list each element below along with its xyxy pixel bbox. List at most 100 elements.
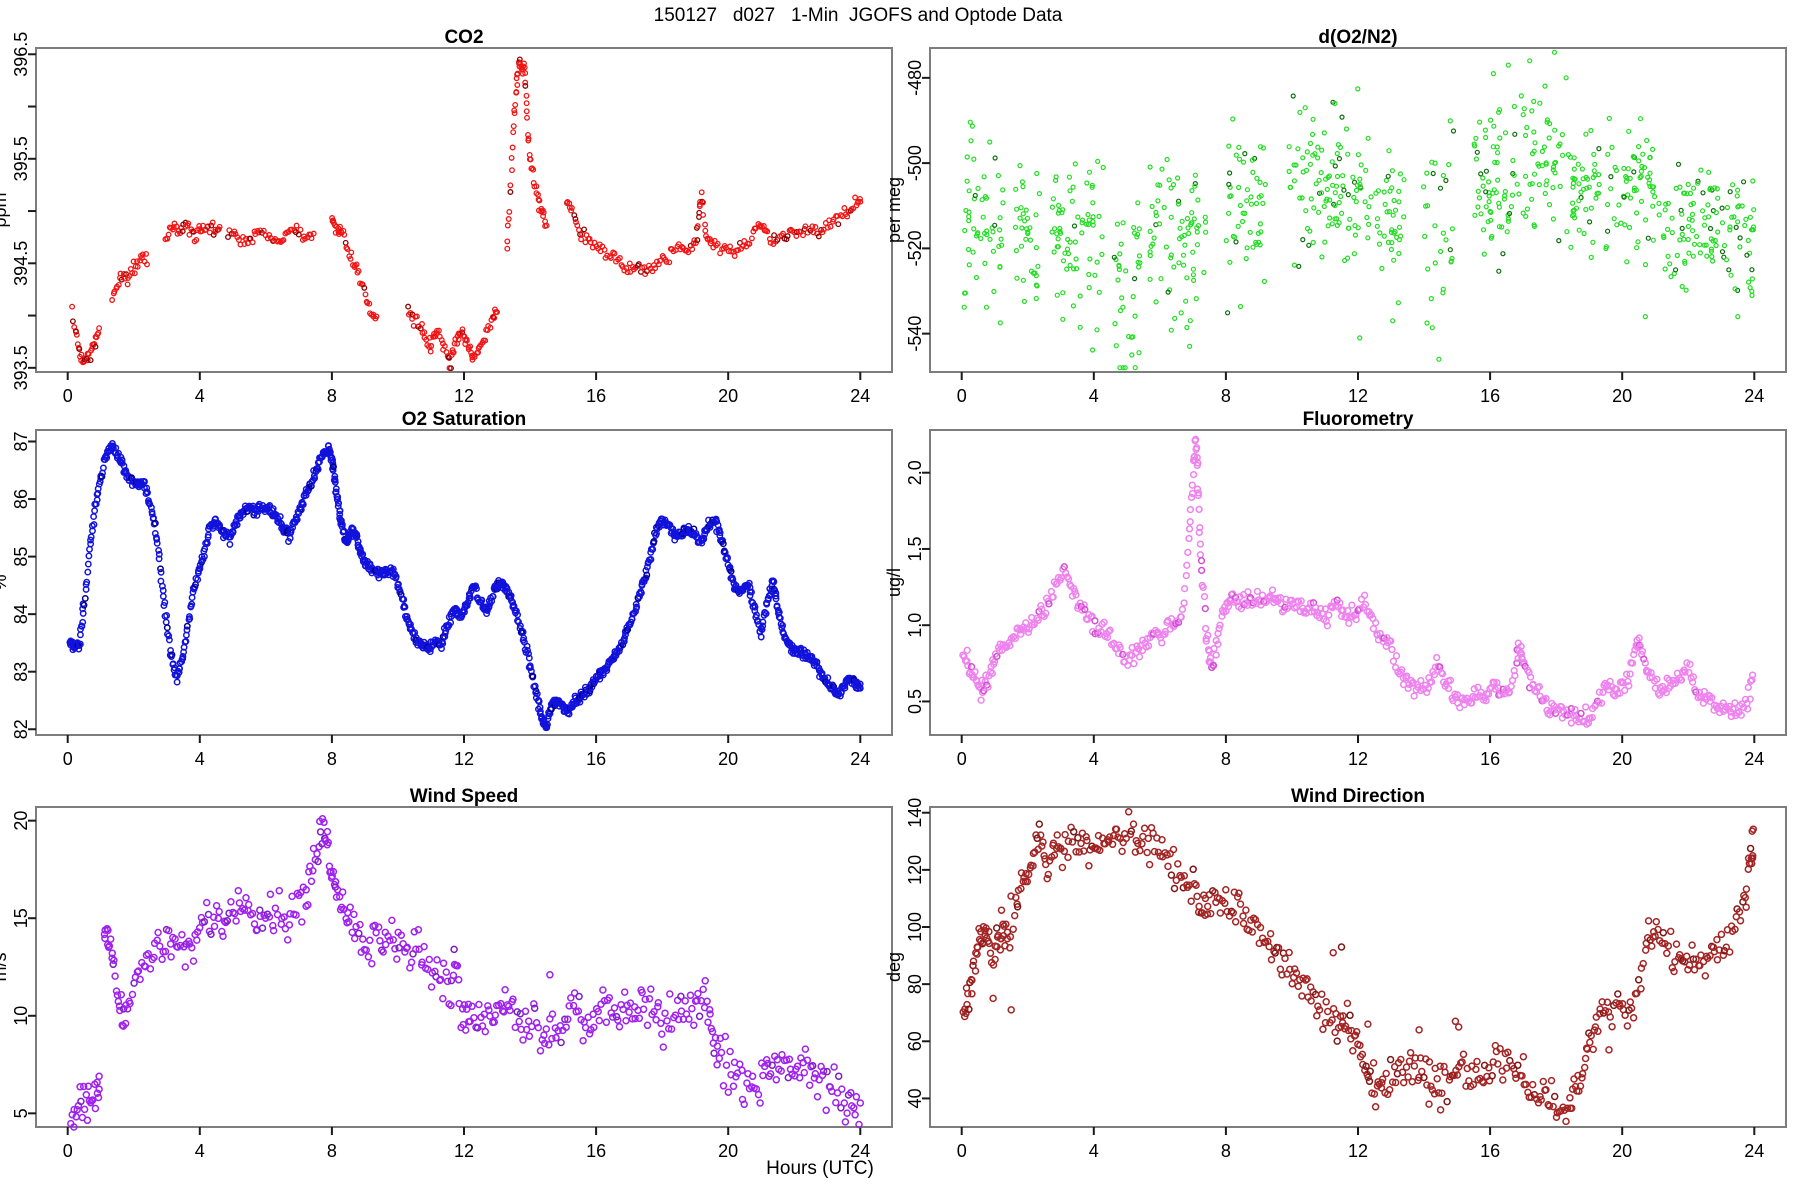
do2n2-data-point <box>1324 196 1330 202</box>
windspeed-data-point <box>126 999 134 1008</box>
co2-data-point <box>143 250 150 257</box>
do2n2-data-point <box>1086 169 1093 175</box>
do2n2-data-point <box>1575 161 1581 167</box>
fluoro-data-point <box>1743 705 1752 713</box>
co2-data-point <box>293 222 300 229</box>
o2sat-data-point <box>331 476 339 484</box>
do2n2-data-point <box>1605 151 1611 157</box>
co2-data-point <box>857 195 863 202</box>
do2n2-data-point <box>1191 277 1197 283</box>
fluoro-data-point <box>1404 684 1412 693</box>
winddir-data-point <box>1267 955 1276 964</box>
do2n2-data-point <box>1571 155 1577 161</box>
fluoro-x-tick-label: 20 <box>1612 749 1632 769</box>
windspeed-data-point <box>298 918 306 926</box>
o2sat-data-point <box>485 604 493 612</box>
do2n2-data-point <box>1707 186 1713 193</box>
do2n2-data-point <box>962 227 968 234</box>
o2sat-x-tick-label: 8 <box>327 749 337 769</box>
do2n2-data-point <box>1559 132 1566 138</box>
windspeed-data-point <box>490 1018 499 1026</box>
windspeed-data-point <box>181 963 190 971</box>
winddir-data-point <box>1126 830 1135 839</box>
fluoro-x-tick-label: 4 <box>1089 749 1099 769</box>
winddir-data-point <box>1648 942 1656 950</box>
do2n2-data-point <box>1719 205 1725 211</box>
o2sat-data-point <box>153 539 161 547</box>
windspeed-data-point <box>704 1018 712 1026</box>
fluoro-data-point <box>1193 444 1201 452</box>
do2n2-data-point <box>1195 197 1201 203</box>
winddir-data-point <box>1201 894 1210 903</box>
winddir-data-point <box>1423 1081 1431 1089</box>
winddir-data-point <box>1666 927 1675 936</box>
fluoro-data-point <box>1049 593 1057 601</box>
windspeed-data-point <box>546 971 554 979</box>
windspeed-data-point <box>93 1089 102 1097</box>
fluoro-data-point <box>1135 653 1144 661</box>
winddir-data-point <box>1696 961 1704 970</box>
o2sat-data-point <box>86 545 93 553</box>
windspeed-data-point <box>79 1082 88 1091</box>
windspeed-data-point <box>388 916 396 925</box>
do2n2-data-point <box>1647 154 1653 160</box>
o2sat-data-point <box>163 612 171 619</box>
co2-data-point <box>186 231 193 238</box>
windspeed-data-point <box>454 976 463 984</box>
co2-data-point <box>482 337 489 344</box>
do2n2-data-point <box>981 230 988 236</box>
do2n2-data-point <box>1719 220 1726 226</box>
do2n2-data-point <box>1665 200 1671 206</box>
do2n2-data-point <box>1604 201 1611 208</box>
do2n2-data-point <box>1649 146 1656 152</box>
co2-data-point <box>117 270 124 277</box>
fluoro-data-point <box>1410 692 1418 700</box>
windspeed-data-point <box>105 942 114 950</box>
fluoro-data-point <box>1748 671 1757 679</box>
winddir-data-point <box>1606 1013 1614 1021</box>
do2n2-data-point <box>1401 177 1407 183</box>
winddir-data-point <box>1633 989 1641 998</box>
do2n2-data-point <box>1168 252 1174 258</box>
fluoro-data-point <box>1188 481 1196 489</box>
winddir-data-point <box>1587 1031 1595 1040</box>
do2n2-data-point <box>1556 238 1562 244</box>
o2sat-data-point <box>649 545 657 553</box>
windspeed-data-point <box>536 1047 545 1055</box>
windspeed-data-point <box>622 1016 630 1025</box>
do2n2-data-point <box>1556 143 1562 149</box>
winddir-y-tick-label: 60 <box>905 1031 925 1051</box>
winddir-data-point <box>1410 1062 1419 1070</box>
do2n2-data-point <box>1240 210 1246 216</box>
fluoro-data-point <box>963 646 971 654</box>
do2n2-data-point <box>1713 210 1719 216</box>
do2n2-data-point <box>1064 266 1070 272</box>
windspeed-data-point <box>207 930 215 938</box>
windspeed-data-point <box>838 1085 846 1093</box>
o2sat-data-point <box>155 546 163 554</box>
do2n2-data-point <box>1226 181 1232 187</box>
do2n2-data-point <box>1100 164 1106 171</box>
o2sat-data-point <box>91 507 99 515</box>
winddir-data-point <box>1654 925 1662 934</box>
do2n2-data-point <box>1606 115 1612 122</box>
winddir-data-point <box>1713 935 1721 944</box>
do2n2-data-point <box>1056 202 1062 208</box>
windspeed-data-point <box>200 917 209 926</box>
do2n2-data-point <box>1681 258 1688 264</box>
windspeed-y-tick-label: 15 <box>11 908 31 928</box>
do2n2-data-point <box>1013 248 1020 254</box>
fluoro-data-point <box>1430 670 1439 679</box>
do2n2-data-point <box>1524 206 1531 212</box>
fluoro-data-point <box>1185 525 1194 533</box>
do2n2-data-point <box>1396 224 1403 230</box>
do2n2-data-point <box>975 230 981 236</box>
co2-data-point <box>74 341 81 348</box>
winddir-data-point <box>1265 942 1273 951</box>
do2n2-data-point <box>1345 225 1351 231</box>
winddir-data-point <box>1418 1067 1426 1076</box>
winddir-data-point <box>1420 1073 1428 1082</box>
do2n2-data-point <box>1563 75 1569 81</box>
winddir-x-tick-label: 24 <box>1744 1141 1764 1161</box>
fluoro-data-point <box>1737 711 1745 719</box>
